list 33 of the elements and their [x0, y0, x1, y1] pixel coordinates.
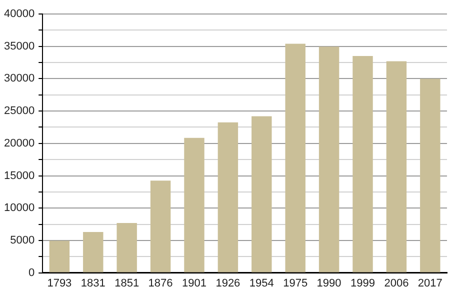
- x-tick-label: 1954: [249, 277, 274, 290]
- y-tick-label: 5000: [10, 234, 35, 246]
- x-tick-label: 1901: [182, 277, 206, 290]
- x-tick-label: 1926: [216, 277, 240, 290]
- bar: [116, 222, 137, 272]
- bar: [386, 61, 407, 272]
- y-tick-label: 10000: [4, 202, 35, 214]
- bar: [420, 78, 440, 272]
- x-tick-label: 1975: [283, 277, 308, 290]
- x-tick-label: 1793: [47, 277, 72, 290]
- x-tick-label: 1990: [316, 277, 342, 290]
- bar: [218, 122, 238, 272]
- y-tick-label: 15000: [4, 170, 35, 182]
- x-tick-label: 2017: [418, 277, 442, 290]
- y-tick-label: 25000: [4, 105, 35, 118]
- bar: [352, 56, 373, 272]
- bar: [184, 138, 204, 272]
- bar: [318, 46, 340, 272]
- y-tick-label: 20000: [4, 137, 35, 150]
- x-tick-label: 1999: [350, 277, 375, 290]
- y-tick-label: 0: [28, 266, 35, 279]
- bar: [49, 240, 70, 272]
- y-tick-label: 40000: [4, 8, 35, 20]
- x-tick-label: 2006: [384, 277, 409, 290]
- bar: [252, 116, 272, 272]
- y-tick-label: 30000: [4, 72, 35, 85]
- x-tick-label: 1851: [114, 277, 140, 290]
- bar: [285, 44, 306, 272]
- x-tick-label: 1876: [148, 277, 173, 290]
- y-tick-label: 35000: [4, 40, 35, 52]
- x-tick-label: 1831: [80, 277, 106, 290]
- bar: [150, 180, 171, 272]
- bar: [83, 232, 104, 272]
